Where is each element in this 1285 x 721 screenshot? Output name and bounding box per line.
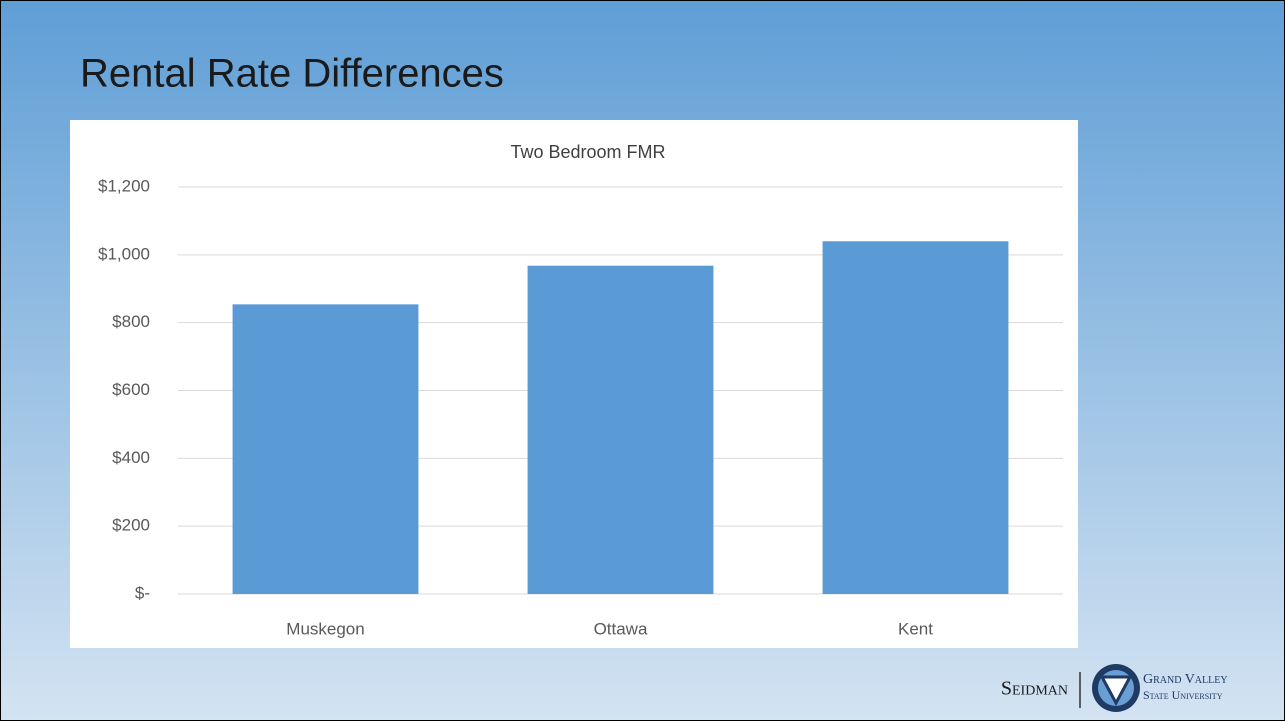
- y-tick-label: $1,000: [98, 244, 150, 263]
- bar: [232, 304, 419, 594]
- bar: [527, 265, 714, 594]
- slide-title: Rental Rate Differences: [80, 52, 504, 96]
- logo: Seidman Grand Valley State University: [1001, 664, 1228, 712]
- y-tick-label: $-: [135, 583, 150, 602]
- plot: $- $200 $400 $600 $800 $1,000 $1,200 Muskegon Ot…: [98, 176, 1063, 638]
- logo-seidman: Seidman: [1001, 678, 1068, 700]
- x-tick-label: Muskegon: [286, 619, 364, 638]
- x-tick-label: Ottawa: [594, 619, 648, 638]
- y-tick-label: $400: [112, 448, 150, 467]
- bar: [822, 241, 1009, 594]
- x-tick-label: Kent: [898, 619, 933, 638]
- chart-title: Two Bedroom FMR: [510, 142, 665, 162]
- y-tick-label: $600: [112, 380, 150, 399]
- logo-gv-bottom: State University: [1143, 688, 1223, 702]
- y-tick-label: $1,200: [98, 176, 150, 195]
- y-tick-label: $800: [112, 312, 150, 331]
- y-tick-label: $200: [112, 516, 150, 535]
- logo-emblem-v: [1099, 675, 1133, 707]
- logo-gv-top: Grand Valley: [1143, 672, 1228, 687]
